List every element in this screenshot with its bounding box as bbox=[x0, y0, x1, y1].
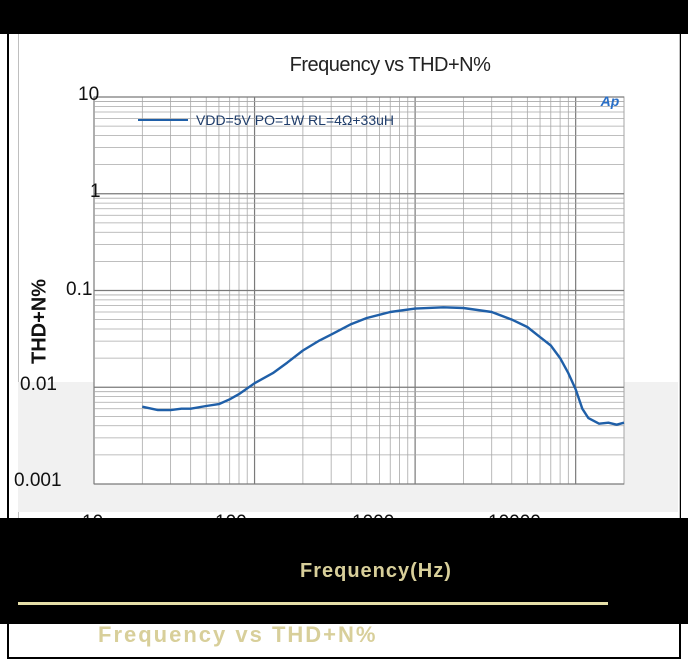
y-tick-label: 0.001 bbox=[14, 470, 62, 491]
redaction-band-inner bbox=[0, 0, 688, 34]
series-line bbox=[142, 306, 625, 426]
y-tick-label: 0.01 bbox=[20, 374, 57, 395]
legend-label: VDD=5V PO=1W RL=4Ω+33uH bbox=[196, 112, 395, 128]
y-tick-label: 10 bbox=[78, 84, 100, 105]
legend: VDD=5V PO=1W RL=4Ω+33uH bbox=[138, 112, 394, 128]
figure-caption: Frequency vs THD+N% bbox=[98, 622, 378, 647]
legend-line-swatch bbox=[138, 119, 188, 121]
redaction-band bbox=[0, 518, 688, 624]
chart-title: Frequency vs THD+N% bbox=[289, 54, 491, 76]
y-axis-title: THD+N% bbox=[28, 279, 51, 365]
ap-logo-icon: Ap bbox=[600, 93, 620, 109]
divider bbox=[18, 602, 608, 605]
y-tick-label: 0.1 bbox=[66, 279, 93, 300]
x-axis-title: Frequency(Hz) bbox=[300, 560, 452, 582]
y-tick-label: 1 bbox=[90, 181, 101, 202]
